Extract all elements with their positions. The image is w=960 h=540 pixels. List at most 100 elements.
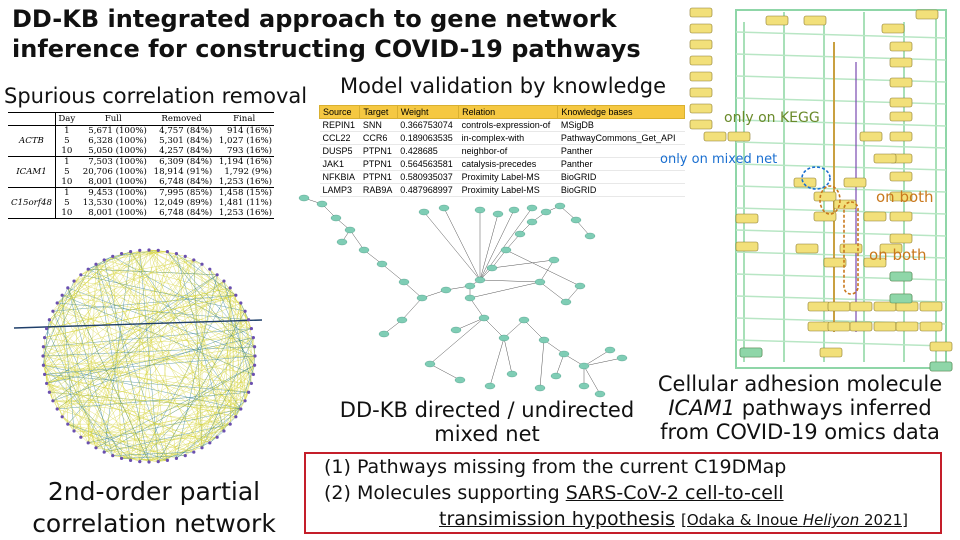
correlation-edge <box>88 442 186 456</box>
correlation-edge <box>80 383 252 438</box>
pathway-edge <box>735 185 947 193</box>
gene-node <box>119 456 124 460</box>
hypothesis-link-part-1[interactable]: SARS-CoV-2 cell-to-cell <box>565 482 784 504</box>
spurious-row: 1 7,503 (100%) 6,309 (84%) 1,194 (16%) <box>8 156 274 167</box>
correlation-edge <box>158 250 186 257</box>
citation[interactable]: [Odaka & Inoue Heliyon 2021] <box>680 511 909 529</box>
correlation-edge <box>139 250 168 461</box>
spurious-section-label: Spurious correlation removal <box>4 84 308 108</box>
gene-node <box>336 238 348 246</box>
gene-box <box>915 9 939 20</box>
gene-box <box>827 301 851 312</box>
correlation-edge <box>185 295 237 456</box>
gene-box <box>689 23 713 34</box>
gene-node <box>128 458 133 462</box>
correlation-edge <box>103 259 225 432</box>
gene-node <box>183 454 187 458</box>
gene-node <box>128 250 133 254</box>
gene-node <box>316 200 328 208</box>
gene-box <box>889 111 913 122</box>
network-edge <box>381 263 405 283</box>
gene-box <box>735 213 759 224</box>
network-edge <box>349 229 365 251</box>
correlation-edge <box>73 280 159 462</box>
correlation-edge <box>43 269 89 347</box>
slide-title: DD-KB integrated approach to gene networ… <box>12 4 641 64</box>
gene-node <box>51 309 55 313</box>
gene-node <box>243 399 247 403</box>
correlation-edge <box>43 337 254 348</box>
gene-node <box>398 278 410 286</box>
correlation-edge <box>62 294 254 375</box>
correlation-edge <box>95 365 255 449</box>
gene-node <box>247 318 251 322</box>
gene-node <box>330 214 342 222</box>
gene-box <box>849 321 873 332</box>
correlation-edge <box>57 259 194 304</box>
gene-box <box>813 211 837 222</box>
gene-node <box>222 429 226 433</box>
gene-box <box>863 257 887 268</box>
correlation-edge <box>103 259 150 463</box>
correlation-edge <box>88 280 225 443</box>
validation-section-label: Model validation by knowledge <box>340 74 667 98</box>
pathway-edge <box>735 31 947 39</box>
gene-box <box>807 321 831 332</box>
gene-node <box>47 390 51 394</box>
gene-box <box>859 131 883 142</box>
gene-node <box>450 326 462 334</box>
correlation-edge <box>52 400 241 410</box>
correlation-edge <box>104 423 231 453</box>
network-edge <box>483 317 505 339</box>
corr-caption-line-2: correlation network <box>32 509 276 538</box>
correlation-edge <box>57 319 249 410</box>
spurious-row: 1 9,453 (100%) 7,995 (85%) 1,458 (15%) <box>8 187 274 198</box>
gene-node <box>192 258 196 262</box>
correlation-edge <box>13 319 263 329</box>
correlation-edge <box>148 256 186 463</box>
spurious-row: 10 8,001 (100%) 6,748 (84%) 1,253 (16%) <box>8 208 274 219</box>
gene-node <box>492 210 504 218</box>
gene-node <box>60 415 64 419</box>
annotation-on-both-1: on both <box>876 188 934 206</box>
partial-correlation-network <box>13 248 263 464</box>
gene-box <box>843 177 867 188</box>
gene-box <box>895 321 919 332</box>
network-edge <box>401 297 423 321</box>
gene-box <box>793 177 817 188</box>
correlation-edge <box>158 383 252 462</box>
gene-node <box>249 381 253 386</box>
finding-2-prefix: (2) Molecules supporting <box>324 482 566 504</box>
icam1-caption: Cellular adhesion molecule ICAM1 pathway… <box>652 372 948 444</box>
correlation-edge <box>46 383 210 444</box>
network-edge <box>479 209 515 281</box>
hypothesis-link-part-2[interactable]: transimission hypothesis <box>439 508 675 530</box>
corr-caption-line-1: 2nd-order partial <box>47 477 261 506</box>
spurious-row: 1 5,671 (100%) 4,757 (84%) 914 (16%) <box>8 125 274 136</box>
only-mixed-highlight <box>801 166 831 190</box>
correlation-edge <box>167 355 256 461</box>
gene-box <box>889 97 913 108</box>
network-edge <box>491 249 507 269</box>
mixed-caption-line-2: mixed net <box>434 422 540 446</box>
correlation-edge <box>49 256 186 320</box>
gene-node <box>72 429 76 433</box>
gene-node <box>604 346 616 354</box>
spurious-row: 10 8,001 (100%) 6,748 (84%) 1,253 (16%) <box>8 177 274 188</box>
icam1-caption-line-2: pathways inferred <box>735 396 932 420</box>
gene-node <box>584 232 596 240</box>
correlation-edge <box>139 337 254 462</box>
validation-row: REPIN1 SNN 0.366753074 controls-expression-… <box>319 118 685 132</box>
correlation-edge <box>88 251 131 270</box>
correlation-edge <box>95 251 131 265</box>
correlation-edge <box>49 250 140 393</box>
gene-node <box>251 372 255 377</box>
gene-node <box>486 264 498 272</box>
gene-node <box>424 360 436 368</box>
correlation-edge <box>80 274 168 461</box>
gene-node <box>538 336 550 344</box>
correlation-edge <box>193 259 203 448</box>
correlation-edge <box>80 259 195 438</box>
gene-node <box>506 370 518 378</box>
spurious-header-cell: Removed <box>148 112 215 126</box>
